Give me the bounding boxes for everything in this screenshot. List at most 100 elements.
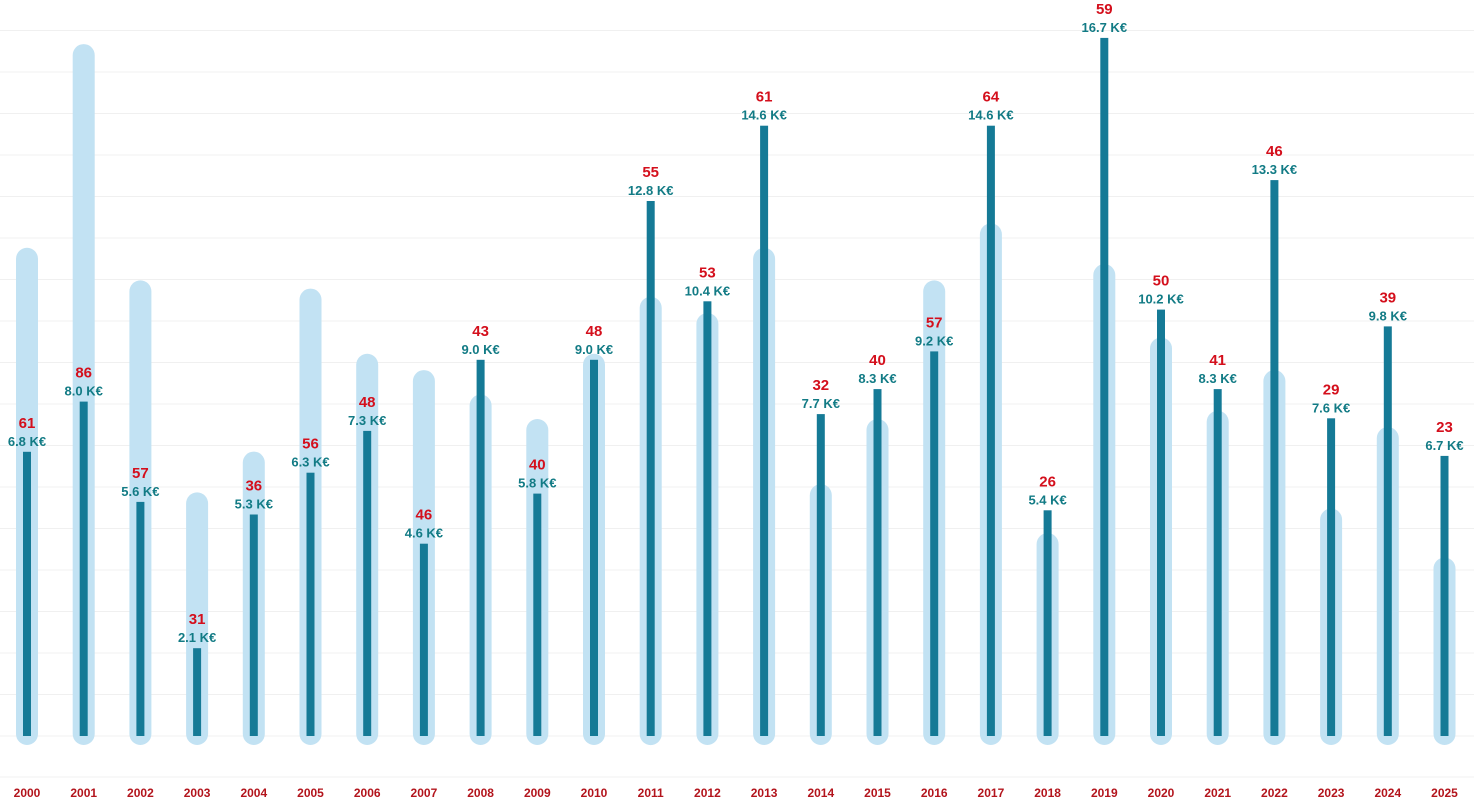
amount-label-2013: 14.6 K€ (741, 108, 787, 123)
count-label-2011: 55 (642, 164, 659, 181)
x-tick-label-2001: 2001 (70, 786, 97, 800)
x-tick-label-2013: 2013 (751, 786, 778, 800)
x-tick-label-2021: 2021 (1204, 786, 1231, 800)
amount-label-2005: 6.3 K€ (291, 455, 329, 470)
amount-label-2007: 4.6 K€ (405, 526, 443, 541)
count-label-2016: 57 (926, 314, 943, 331)
x-tick-label-2024: 2024 (1374, 786, 1401, 800)
count-label-2013: 61 (756, 89, 773, 106)
amount-bar-2014 (816, 414, 825, 736)
amount-bar-2018 (1043, 510, 1052, 736)
amount-label-2006: 7.3 K€ (348, 413, 386, 428)
amount-bar-2007 (419, 543, 428, 736)
count-label-2023: 29 (1323, 381, 1340, 398)
amount-bar-2025 (1440, 455, 1449, 736)
x-tick-label-2018: 2018 (1034, 786, 1061, 800)
amount-label-2017: 14.6 K€ (968, 108, 1014, 123)
amount-label-2010: 9.0 K€ (575, 342, 613, 357)
amount-label-2021: 8.3 K€ (1199, 371, 1237, 386)
x-tick-label-2011: 2011 (638, 786, 664, 800)
amount-bar-2005 (306, 472, 315, 736)
amount-bar-2023 (1327, 418, 1336, 736)
x-tick-label-2025: 2025 (1431, 786, 1458, 800)
amount-bar-2004 (249, 514, 258, 736)
amount-bar-2000 (23, 451, 31, 736)
amount-bars (23, 37, 1449, 737)
amount-label-2003: 2.1 K€ (178, 630, 216, 645)
amount-label-2008: 9.0 K€ (461, 342, 499, 357)
amount-bar-2010 (590, 359, 598, 736)
count-label-2017: 64 (983, 89, 1000, 106)
count-label-2014: 32 (812, 377, 829, 394)
count-label-2005: 56 (302, 436, 319, 453)
gridlines (0, 30, 1474, 778)
amount-bar-2020 (1157, 309, 1165, 736)
x-axis-ticks: 2000 2001 2002 2003 2004 2005 2006 2007 2008 2009… (14, 786, 1459, 800)
amount-bar-2001 (79, 401, 88, 736)
count-label-2020: 50 (1153, 273, 1170, 290)
amount-bar-2017 (986, 125, 995, 736)
amount-bar-2015 (873, 389, 882, 736)
amount-bar-2013 (760, 125, 769, 736)
count-label-2004: 36 (245, 478, 262, 495)
count-bar-2003 (186, 492, 209, 745)
x-tick-label-2020: 2020 (1148, 786, 1175, 800)
amount-bar-2008 (476, 359, 485, 736)
count-label-2002: 57 (132, 465, 149, 482)
count-label-2006: 48 (359, 394, 376, 411)
count-label-2018: 26 (1039, 473, 1056, 490)
amount-label-2024: 9.8 K€ (1369, 308, 1407, 323)
amount-label-2002: 5.6 K€ (121, 484, 159, 499)
amount-label-2012: 10.4 K€ (685, 283, 731, 298)
count-label-2021: 41 (1209, 352, 1226, 369)
count-label-2009: 40 (529, 457, 546, 474)
amount-label-2015: 8.3 K€ (858, 371, 896, 386)
x-tick-label-2005: 2005 (297, 786, 324, 800)
amount-label-2009: 5.8 K€ (518, 476, 556, 491)
amount-label-2004: 5.3 K€ (235, 497, 273, 512)
amount-label-2023: 7.6 K€ (1312, 400, 1350, 415)
x-tick-label-2010: 2010 (581, 786, 608, 800)
count-label-2025: 23 (1436, 419, 1453, 436)
x-tick-label-2019: 2019 (1091, 786, 1118, 800)
amount-label-2019: 16.7 K€ (1082, 20, 1128, 35)
amount-bar-2003 (193, 648, 202, 736)
amount-bar-2009 (533, 493, 542, 736)
count-label-2022: 46 (1266, 143, 1283, 160)
data-labels: 6.8 K€ 61 8.0 K€ 86 5.6 K€ 57 2.1 K€ 31 5.3 K€ 36… (8, 1, 1464, 645)
x-tick-label-2000: 2000 (14, 786, 41, 800)
amount-bar-2002 (136, 501, 145, 736)
amount-bar-2019 (1100, 37, 1109, 736)
count-label-2019: 59 (1096, 1, 1113, 18)
amount-label-2025: 6.7 K€ (1425, 438, 1463, 453)
amount-label-2020: 10.2 K€ (1138, 292, 1184, 307)
amount-label-2014: 7.7 K€ (802, 396, 840, 411)
count-label-2008: 43 (472, 323, 489, 340)
amount-label-2001: 8.0 K€ (65, 384, 103, 399)
amount-bar-2011 (646, 201, 655, 736)
count-label-2010: 48 (586, 323, 603, 340)
count-label-2024: 39 (1379, 289, 1396, 306)
count-label-2000: 61 (19, 415, 36, 432)
amount-bar-2012 (703, 301, 712, 736)
amount-label-2000: 6.8 K€ (8, 434, 46, 449)
x-tick-label-2002: 2002 (127, 786, 154, 800)
count-label-2001: 86 (75, 365, 92, 382)
count-label-2003: 31 (189, 611, 206, 628)
x-tick-label-2014: 2014 (807, 786, 834, 800)
count-bar-2001 (72, 44, 95, 746)
amount-label-2016: 9.2 K€ (915, 333, 953, 348)
count-label-2012: 53 (699, 264, 716, 281)
amount-bar-2024 (1383, 326, 1392, 736)
x-tick-label-2017: 2017 (978, 786, 1005, 800)
count-label-2015: 40 (869, 352, 886, 369)
amount-label-2011: 12.8 K€ (628, 183, 674, 198)
amount-bar-2021 (1213, 389, 1222, 736)
count-bars (16, 44, 1456, 746)
x-tick-label-2008: 2008 (467, 786, 494, 800)
x-tick-label-2012: 2012 (694, 786, 721, 800)
x-tick-label-2007: 2007 (411, 786, 438, 800)
x-tick-label-2003: 2003 (184, 786, 211, 800)
